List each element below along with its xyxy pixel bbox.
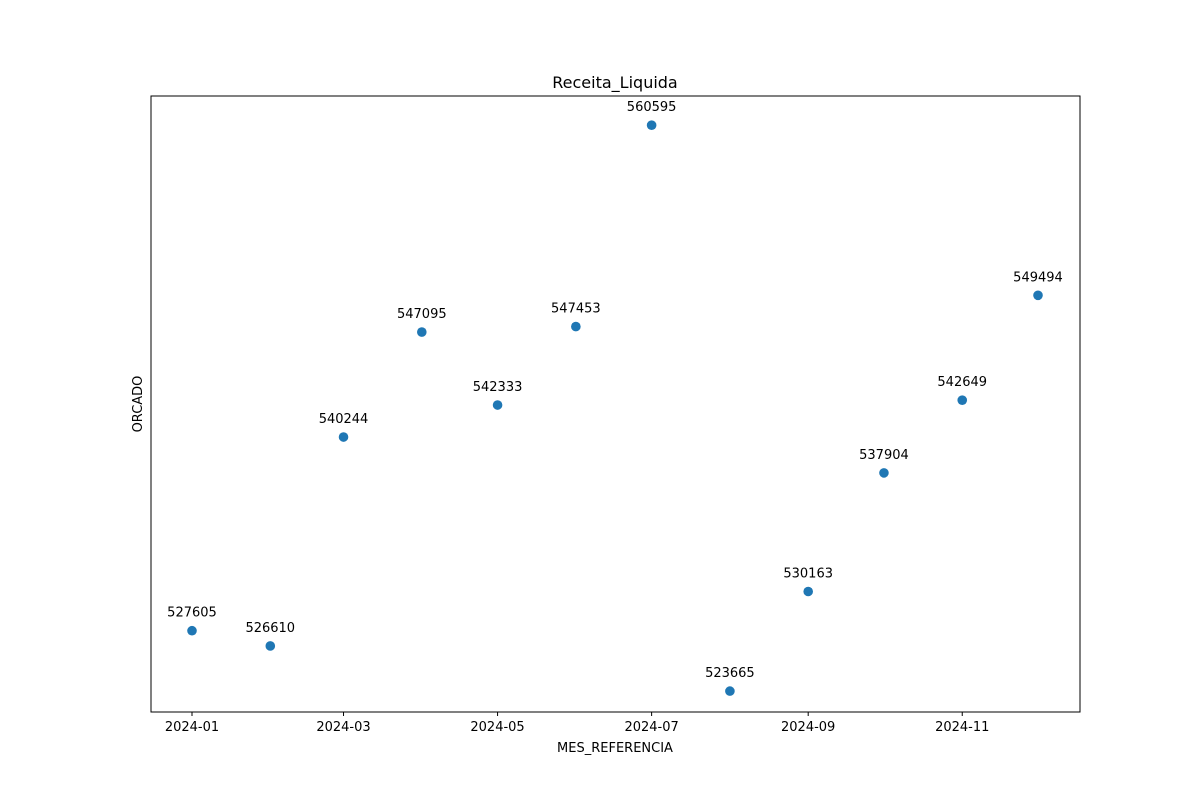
x-tick-label: 2024-01	[165, 720, 219, 735]
x-axis-ticks: 2024-01 2024-03 2024-05 2024-07 2024-09 2024-…	[165, 712, 989, 735]
data-point	[646, 120, 657, 130]
data-label: 537904	[859, 448, 909, 463]
data-points	[187, 120, 1043, 696]
data-label: 523665	[705, 666, 755, 681]
data-label: 549494	[1013, 270, 1063, 285]
x-tick-label: 2024-09	[781, 720, 835, 735]
x-axis-label: MES_REFERENCIA	[557, 741, 673, 756]
data-point	[1033, 290, 1043, 301]
data-label: 526610	[245, 621, 295, 636]
data-point	[187, 625, 197, 636]
plot-area-frame	[150, 95, 1081, 713]
data-labels: 527605 526610 540244 547095 542333 547453 5605…	[167, 100, 1063, 681]
x-tick-label: 2024-05	[470, 720, 524, 735]
data-point	[725, 686, 735, 696]
data-label: 547095	[397, 307, 447, 322]
data-label: 542649	[937, 375, 987, 390]
chart-title: Receita_Liquida	[552, 73, 677, 93]
data-point	[492, 400, 503, 410]
x-tick-label: 2024-03	[316, 720, 370, 735]
data-point	[338, 432, 349, 442]
data-label: 527605	[167, 606, 217, 621]
data-point	[803, 586, 813, 597]
data-label: 560595	[627, 100, 677, 115]
x-tick-label: 2024-11	[935, 720, 989, 735]
data-point	[879, 468, 889, 478]
data-label: 547453	[551, 302, 601, 317]
data-label: 542333	[473, 380, 523, 395]
data-label: 540244	[319, 412, 369, 427]
data-point	[571, 321, 581, 332]
data-label: 530163	[783, 567, 833, 582]
data-point	[265, 641, 276, 651]
data-point	[417, 327, 427, 337]
x-tick-label: 2024-07	[624, 720, 678, 735]
data-point	[957, 395, 968, 405]
y-axis-label: ORCADO	[131, 376, 146, 433]
